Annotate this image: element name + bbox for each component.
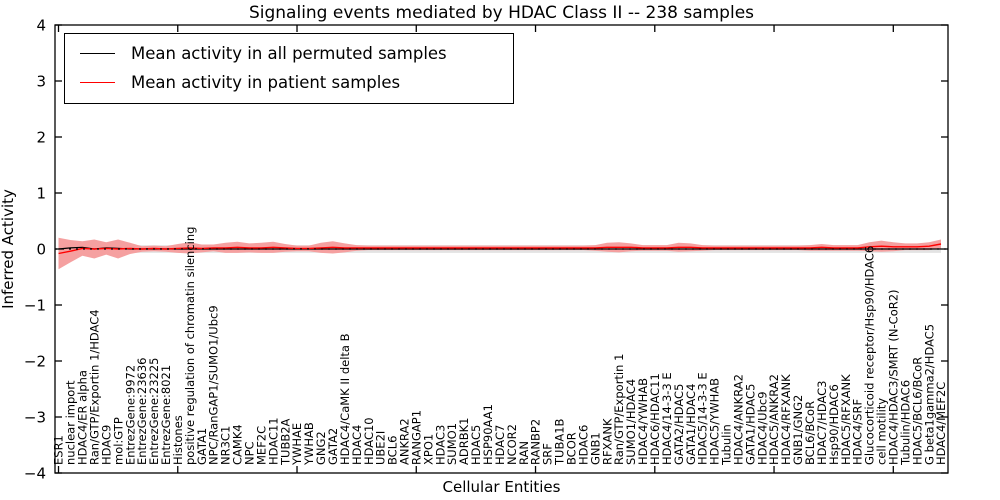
legend: Mean activity in all permuted samples Me…	[64, 33, 514, 104]
x-tick-label: NCOR2	[505, 424, 519, 465]
x-tick-label: GATA1	[195, 428, 209, 465]
x-tick-label: Histones	[171, 415, 185, 465]
y-tick-label: −3	[24, 409, 46, 427]
legend-item-patient: Mean activity in patient samples	[65, 68, 513, 97]
y-tick-label: 3	[36, 73, 46, 91]
x-tick-label: mol:GTP	[111, 417, 125, 465]
legend-label-permuted: Mean activity in all permuted samples	[131, 44, 447, 63]
x-tick-label: HDAC4/RFXANK	[779, 374, 793, 465]
x-tick-label: Tubulin	[720, 424, 734, 466]
x-tick-label: RAN	[517, 441, 531, 465]
x-tick-label: HDAC7	[493, 425, 507, 465]
x-tick-label: ANKRA2	[398, 418, 412, 465]
x-tick-label: BCL6/BCoR	[803, 401, 817, 465]
permuted-mean-line	[58, 246, 941, 250]
x-tick-label: GATA2	[326, 428, 340, 465]
x-tick-label: TUBA1B	[553, 418, 567, 466]
x-tick-label: UBE2I	[374, 431, 388, 465]
x-tick-label: HSP90AA1	[481, 404, 495, 465]
x-tick-label: MEF2C	[254, 426, 268, 465]
y-tick-label: −2	[24, 353, 46, 371]
x-tick-label: RANBP2	[529, 419, 543, 465]
x-tick-label: EntrezGene:9972	[123, 365, 137, 465]
x-tick-label: HDAC5	[469, 425, 483, 465]
y-tick-label: −4	[24, 465, 46, 483]
x-tick-label: GNG2	[314, 431, 328, 465]
x-tick-label: HDAC4/ER alpha	[76, 370, 90, 465]
x-tick-label: HDAC4	[350, 425, 364, 465]
x-tick-label: ESR1	[52, 435, 66, 465]
x-tick-label: GNB1/GNG2	[791, 395, 805, 465]
x-tick-label: EntrezGene:23225	[147, 358, 161, 465]
x-tick-label: HDAC4/SRF	[851, 399, 865, 465]
legend-line-patient	[80, 82, 115, 83]
x-tick-label: SUMO1/HDAC4	[624, 379, 638, 465]
x-tick-label: nuclear import	[64, 380, 78, 465]
x-tick-label: TUBB2A	[278, 418, 292, 466]
x-tick-label: HDAC5/14-3-3 E	[696, 372, 710, 465]
legend-label-patient: Mean activity in patient samples	[131, 73, 401, 92]
legend-item-permuted: Mean activity in all permuted samples	[65, 39, 513, 68]
x-tick-label: Ran/GTP/Exportin 1	[612, 354, 626, 465]
x-tick-label: HDAC5/ANKRA2	[767, 374, 781, 465]
patient-mean-line	[58, 243, 942, 255]
x-tick-label: RFXANK	[600, 418, 614, 465]
x-tick-label: Ran/GTP/Exportin 1/HDAC4	[88, 309, 102, 465]
x-tick-label: SUMO1	[445, 423, 459, 465]
x-tick-label: HDAC9	[99, 425, 113, 465]
x-tick-label: SRF	[541, 443, 555, 465]
x-tick-label: ADRBK1	[457, 418, 471, 465]
x-tick-label: Hsp90/HDAC6	[827, 384, 841, 465]
chart-title: Signaling events mediated by HDAC Class …	[248, 3, 755, 23]
x-tick-label: Tubulin/HDAC6	[898, 380, 912, 466]
legend-line-permuted	[80, 53, 115, 54]
y-tick-label: 2	[36, 129, 46, 147]
x-tick-label: G beta1gamma2/HDAC5	[922, 324, 936, 465]
y-tick-label: 0	[36, 241, 46, 259]
x-tick-label: BCL6	[386, 436, 400, 465]
x-tick-label: Glucocorticoid receptor/Hsp90/HDAC6	[863, 246, 877, 465]
x-tick-label: HDAC4/ANKRA2	[732, 374, 746, 465]
x-tick-label: NR3C1	[219, 426, 233, 465]
y-tick-label: 4	[36, 17, 46, 35]
x-tick-label: YWHAB	[302, 422, 316, 466]
x-tick-label: positive regulation of chromatin silenci…	[183, 227, 197, 465]
x-tick-label: EntrezGene:8021	[159, 365, 173, 465]
x-tick-label: XPO1	[421, 434, 435, 465]
x-tick-label: YWHAE	[290, 423, 304, 466]
x-tick-label: GATA2/HDAC5	[672, 384, 686, 465]
x-tick-label: HDAC4/Ubc9	[755, 391, 769, 465]
x-tick-label: HDAC5/YWHAB	[708, 378, 722, 465]
x-tick-label: HDAC4/14-3-3 E	[660, 372, 674, 465]
x-tick-label: GATA1/HDAC5	[743, 384, 757, 465]
x-tick-label: HDAC10	[362, 417, 376, 465]
x-tick-label: HDAC4/MEF2C	[934, 382, 948, 465]
x-tick-label: RANGAP1	[410, 410, 424, 465]
x-tick-label: EntrezGene:23636	[135, 358, 149, 465]
x-tick-label: NPC/RanGAP1/SUMO1/Ubc9	[207, 305, 221, 465]
x-tick-label: HDAC6/HDAC11	[648, 373, 662, 465]
x-tick-label: NPC	[243, 441, 257, 465]
x-tick-label: HDAC7/HDAC3	[815, 381, 829, 466]
x-tick-label: HDAC4/YWHAB	[636, 378, 650, 465]
x-tick-label: CAMK4	[231, 424, 245, 465]
x-tick-label: BCOR	[565, 432, 579, 465]
x-axis-label: Cellular Entities	[442, 478, 561, 496]
x-tick-label: HDAC5/BCL6/BCoR	[910, 357, 924, 465]
x-tick-label: HDAC6	[576, 425, 590, 465]
x-tick-label: HDAC11	[266, 417, 280, 465]
y-axis-label: Inferred Activity	[0, 189, 17, 309]
x-tick-label: HDAC4/CaMK II delta B	[338, 333, 352, 465]
x-tick-label: GATA1/HDAC4	[684, 384, 698, 465]
x-tick-label: HDAC5/RFXANK	[839, 374, 853, 465]
y-tick-label: 1	[36, 185, 46, 203]
x-tick-label: HDAC3	[433, 425, 447, 465]
x-tick-label: cell motility	[875, 398, 889, 465]
y-tick-label: −1	[24, 297, 46, 315]
patient-band	[58, 237, 941, 270]
x-tick-label: HDAC4/HDAC3/SMRT (N-CoR2)	[887, 289, 901, 465]
x-tick-label: GNB1	[588, 432, 602, 465]
